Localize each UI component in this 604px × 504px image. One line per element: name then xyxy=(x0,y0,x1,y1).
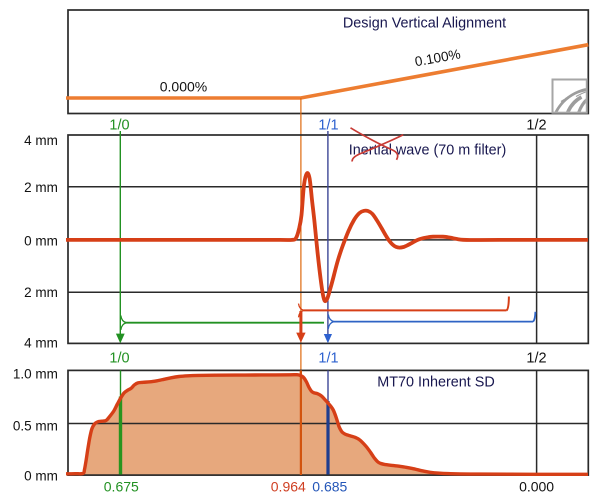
svg-text:0.000: 0.000 xyxy=(519,478,554,494)
svg-text:0.675: 0.675 xyxy=(104,478,139,494)
svg-text:0.5 mm: 0.5 mm xyxy=(13,418,58,433)
svg-text:0.000%: 0.000% xyxy=(160,78,207,94)
svg-text:4 mm: 4 mm xyxy=(24,133,58,148)
svg-text:Inertial wave (70 m filter): Inertial wave (70 m filter) xyxy=(349,143,507,159)
svg-text:1.0 mm: 1.0 mm xyxy=(13,366,58,381)
svg-text:0 mm: 0 mm xyxy=(24,468,58,483)
svg-text:1/0: 1/0 xyxy=(109,118,129,134)
svg-text:2 mm: 2 mm xyxy=(24,285,58,300)
svg-text:Design Vertical Alignment: Design Vertical Alignment xyxy=(343,15,506,31)
svg-text:1/0: 1/0 xyxy=(109,350,129,366)
svg-text:0.964: 0.964 xyxy=(271,478,306,494)
svg-text:0 mm: 0 mm xyxy=(24,233,58,248)
svg-text:MT70 Inherent SD: MT70 Inherent SD xyxy=(377,374,495,390)
svg-text:1/2: 1/2 xyxy=(526,118,546,134)
svg-text:1/1: 1/1 xyxy=(318,118,338,134)
svg-text:1/2: 1/2 xyxy=(526,350,546,366)
svg-text:1/1: 1/1 xyxy=(318,350,338,366)
svg-text:0.685: 0.685 xyxy=(312,478,347,494)
svg-text:2 mm: 2 mm xyxy=(24,180,58,195)
svg-text:4 mm: 4 mm xyxy=(24,335,58,350)
